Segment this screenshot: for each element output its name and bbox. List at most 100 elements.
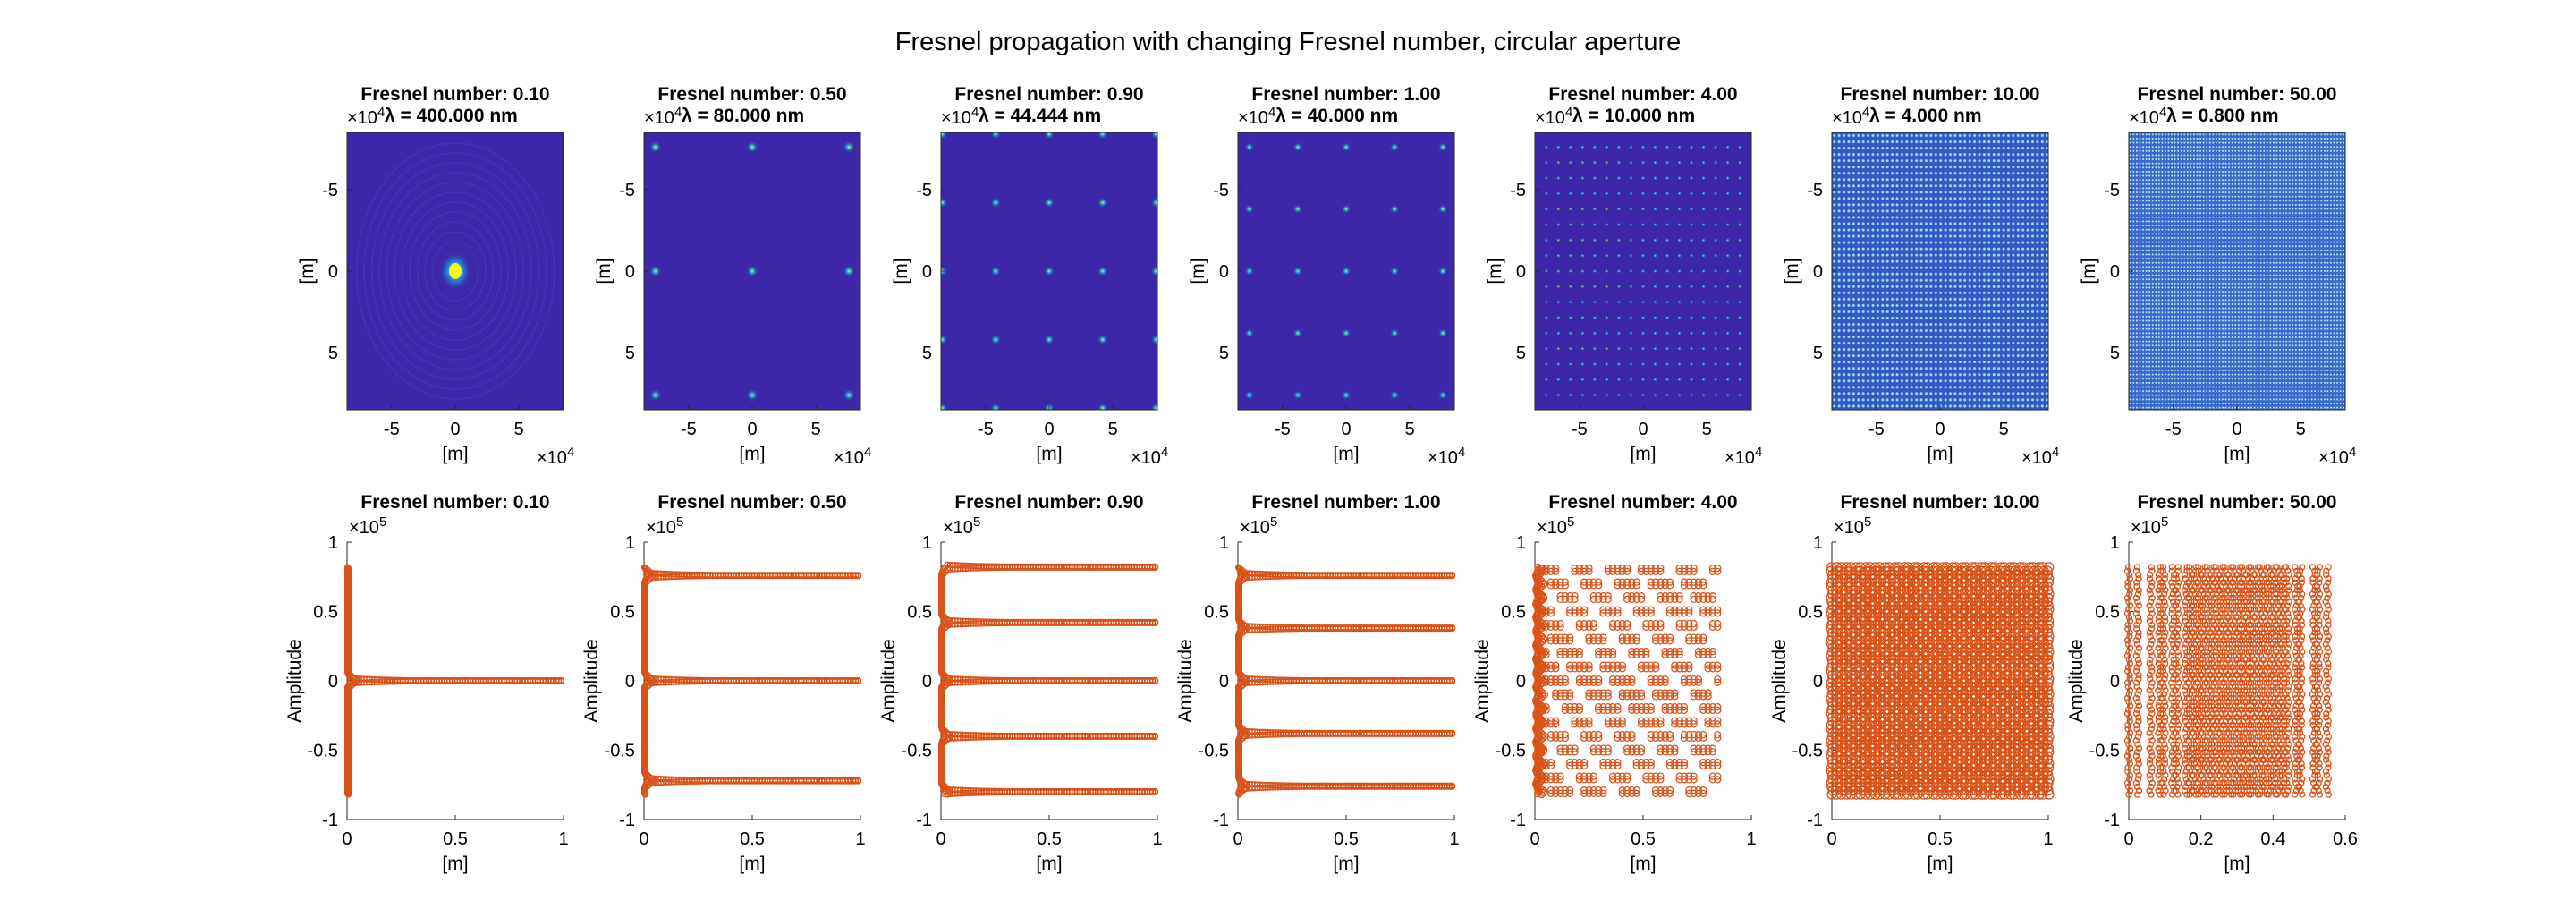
axis-multiplier: ×104 (1238, 105, 1275, 128)
subplot-title: Fresnel number: 0.50 (657, 84, 846, 105)
intensity-spot (1555, 315, 1561, 320)
intensity-spot (1150, 334, 1157, 345)
intensity-spot (1244, 390, 1255, 400)
intensity-spot (1713, 175, 1718, 181)
intensity-spot (1725, 284, 1731, 289)
axis-multiplier: ×104 (2129, 105, 2166, 128)
scatter-point (1235, 737, 1243, 745)
x-tick-label: 0 (2232, 420, 2241, 439)
intensity-spot (1677, 315, 1682, 320)
intensity-spot (1701, 300, 1707, 305)
axis-multiplier: ×105 (943, 514, 980, 538)
intensity-spot (1713, 191, 1718, 196)
intensity-spot (1616, 175, 1622, 181)
subplot-title: Fresnel number: 10.00 (1841, 84, 2040, 105)
intensity-spot (1737, 253, 1742, 259)
intensity-spot (1628, 175, 1633, 181)
intensity-spot (1653, 330, 1658, 336)
x-tick-label: 0.5 (1037, 829, 1062, 849)
intensity-spot (1677, 144, 1682, 149)
y-tick-label: 1 (1516, 533, 1526, 553)
x-tick-label: 0 (936, 829, 945, 849)
intensity-spot (1097, 334, 1108, 345)
intensity-spot (1341, 266, 1352, 276)
intensity-spot (1616, 160, 1622, 166)
y-tick-label: 0 (2110, 262, 2120, 282)
intensity-spot (1665, 144, 1670, 149)
subplot-subtitle: λ = 40.000 nm (1275, 106, 1398, 126)
y-tick-label: 5 (328, 344, 338, 363)
intensity-spot (1555, 222, 1561, 227)
intensity-spot (1555, 175, 1561, 181)
y-axis-label: Amplitude (878, 639, 899, 722)
y-axis-label: [m] (1188, 258, 1208, 284)
intensity-spot (1653, 361, 1658, 367)
intensity-spot (1592, 222, 1597, 227)
intensity-spot (1640, 191, 1646, 196)
x-tick-label: 0 (450, 420, 460, 439)
intensity-spot (1604, 191, 1609, 196)
intensity-spot (1292, 142, 1303, 152)
intensity-spot (1640, 175, 1646, 181)
intensity-spot (1737, 222, 1742, 227)
intensity-spot (1689, 175, 1694, 181)
subplot-title: Fresnel number: 0.50 (657, 492, 846, 513)
intensity-spot (1640, 207, 1646, 212)
intensity-spot (1097, 132, 1108, 140)
subplot-subtitle: λ = 4.000 nm (1869, 106, 1982, 126)
scatter-point (1151, 788, 1159, 796)
intensity-spot (1580, 361, 1585, 367)
intensity-spot (1701, 175, 1707, 181)
intensity-spot (1437, 266, 1448, 276)
x-tick-label: 0 (1638, 420, 1648, 439)
y-tick-label: 0.5 (610, 603, 635, 623)
diffraction-ring (401, 201, 510, 341)
intensity-spot (1640, 253, 1646, 259)
diffraction-ring (355, 142, 555, 400)
subplot-title: Fresnel number: 0.10 (360, 84, 549, 105)
intensity-spot (1725, 361, 1731, 367)
y-tick-label: 1 (922, 533, 932, 553)
subplot-subtitle: λ = 44.444 nm (979, 106, 1101, 126)
intensity-spot (1725, 300, 1731, 305)
intensity-spot (1544, 191, 1549, 196)
subplot-title: Fresnel number: 0.10 (360, 492, 549, 513)
subplot-subtitle: λ = 80.000 nm (682, 106, 804, 126)
x-tick-label: 1 (1746, 829, 1756, 849)
subplot-title: Fresnel number: 4.00 (1548, 84, 1737, 105)
intensity-spot (1580, 268, 1585, 274)
central-peak (449, 263, 462, 279)
intensity-spot (1653, 315, 1658, 320)
y-tick-label: 0.5 (907, 603, 932, 623)
y-tick-label: -5 (916, 181, 932, 200)
y-tick-label: 0 (1219, 262, 1229, 282)
subplot-subtitle: λ = 400.000 nm (385, 106, 518, 126)
y-tick-label: -5 (1807, 181, 1823, 200)
diffraction-ring (416, 221, 495, 321)
intensity-spot (1616, 144, 1622, 149)
intensity-spot (1580, 346, 1585, 352)
x-tick-label: 0.5 (1631, 829, 1656, 849)
intensity-spot (1640, 361, 1646, 367)
intensity-spot (1580, 207, 1585, 212)
intensity-spot (1701, 330, 1707, 336)
intensity-spot (1713, 346, 1718, 352)
intensity-spot (1389, 390, 1400, 400)
x-axis-label: [m] (442, 444, 468, 464)
intensity-spot (1616, 207, 1622, 212)
y-tick-label: 0 (625, 672, 635, 692)
axis-multiplier: ×104 (2021, 445, 2059, 468)
axis-multiplier: ×104 (1535, 105, 1572, 128)
intensity-spot (1616, 346, 1622, 352)
intensity-spot (1604, 361, 1609, 367)
intensity-spot (1640, 393, 1646, 398)
intensity-spot (1604, 222, 1609, 227)
intensity-spot (1725, 222, 1731, 227)
intensity-spot (1628, 191, 1633, 196)
intensity-spot (1713, 284, 1718, 289)
intensity-spot (1665, 361, 1670, 367)
intensity-spot (1725, 315, 1731, 320)
